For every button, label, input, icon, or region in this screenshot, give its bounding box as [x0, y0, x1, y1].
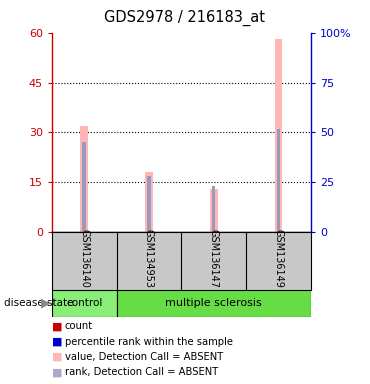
Text: disease state: disease state [4, 298, 73, 308]
Bar [275, 39, 282, 232]
Bar [277, 129, 280, 232]
Bar [83, 142, 86, 232]
Text: GSM136149: GSM136149 [273, 229, 283, 288]
Text: ■: ■ [52, 337, 63, 347]
Bar [145, 172, 153, 232]
Text: GDS2978 / 216183_at: GDS2978 / 216183_at [104, 10, 266, 26]
Text: ▶: ▶ [41, 296, 51, 309]
Bar [210, 189, 218, 232]
Bar [80, 126, 88, 232]
Bar [117, 290, 311, 317]
Text: GSM134953: GSM134953 [144, 229, 154, 288]
Bar [147, 176, 151, 232]
Text: GSM136147: GSM136147 [209, 229, 219, 288]
Text: value, Detection Call = ABSENT: value, Detection Call = ABSENT [65, 352, 223, 362]
Text: GSM136140: GSM136140 [79, 229, 89, 288]
Text: count: count [65, 321, 93, 331]
Bar [52, 290, 117, 317]
Text: control: control [66, 298, 102, 308]
Text: ■: ■ [52, 321, 63, 331]
Text: ■: ■ [52, 367, 63, 377]
Text: multiple sclerosis: multiple sclerosis [165, 298, 262, 308]
Text: rank, Detection Call = ABSENT: rank, Detection Call = ABSENT [65, 367, 218, 377]
Text: ■: ■ [52, 352, 63, 362]
Text: percentile rank within the sample: percentile rank within the sample [65, 337, 233, 347]
Bar [212, 186, 215, 232]
